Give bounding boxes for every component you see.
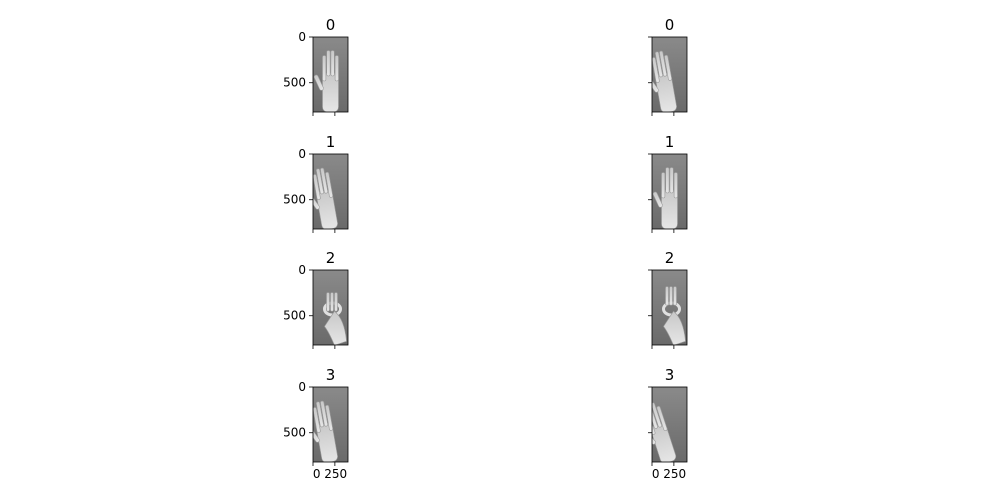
x-tick-labels: 0 250 xyxy=(652,467,686,481)
subplot-panel: 0 0 500 xyxy=(283,16,349,116)
y-tick-label: 0 xyxy=(298,30,306,44)
axes-frame xyxy=(651,386,688,463)
subplot-title: 3 xyxy=(665,366,675,384)
hand-image xyxy=(313,270,348,345)
subplot-title: 0 xyxy=(665,16,675,34)
hand-thumb xyxy=(313,427,320,443)
subplot-title: 1 xyxy=(326,133,336,151)
hand-finger xyxy=(330,50,335,77)
hand-finger xyxy=(664,54,673,81)
hand-finger xyxy=(669,286,673,306)
hand-finger xyxy=(673,286,677,306)
hand-finger xyxy=(659,50,668,77)
hand-thumb xyxy=(313,74,324,91)
hand-finger xyxy=(334,292,338,312)
subplot-panel: 1 xyxy=(648,133,688,233)
subplot-title: 2 xyxy=(665,249,675,267)
hand-thumb xyxy=(652,77,659,93)
axes-frame xyxy=(651,153,688,230)
x-tick-labels: 0 250 xyxy=(313,467,347,481)
hand-finger xyxy=(656,405,668,431)
hand-finger xyxy=(320,400,329,427)
subplot-title: 1 xyxy=(665,133,675,151)
hand-palm xyxy=(322,72,339,112)
hand-finger xyxy=(652,409,656,435)
hand-finger xyxy=(665,286,669,306)
hand-finger xyxy=(652,57,660,83)
subplot-title: 2 xyxy=(326,249,336,267)
hand-finger xyxy=(652,402,662,428)
axes-frame xyxy=(312,153,349,230)
y-tick-label: 500 xyxy=(283,193,306,207)
subplot-panel: 2 xyxy=(648,249,688,349)
hand-finger xyxy=(325,404,334,431)
subplot-panel: 2 0 500 xyxy=(283,249,349,349)
hand-palm xyxy=(316,189,338,229)
axes-frame xyxy=(651,269,688,346)
hand-finger xyxy=(313,407,321,433)
subplot-panel: 1 0 500 xyxy=(283,133,349,233)
hand-finger xyxy=(334,55,339,82)
axes-frame xyxy=(312,386,349,463)
y-tick-label: 0 xyxy=(298,263,306,277)
hand-palm xyxy=(655,72,677,112)
hand-palm xyxy=(663,310,686,345)
y-tick-label: 500 xyxy=(283,426,306,440)
y-tick-label: 500 xyxy=(283,76,306,90)
hand-finger xyxy=(665,167,670,194)
hand-finger xyxy=(325,171,334,198)
hand-finger xyxy=(320,167,329,194)
hand-image xyxy=(313,154,348,229)
hand-finger xyxy=(322,55,327,82)
hand-finger xyxy=(326,50,331,77)
hand-image xyxy=(652,37,687,112)
hand-finger xyxy=(313,174,321,200)
axes-frame xyxy=(651,36,688,113)
hand-image xyxy=(313,387,348,462)
hand-finger xyxy=(661,172,666,199)
hand-image xyxy=(652,270,687,345)
hand-palm xyxy=(316,422,338,462)
axes-frame xyxy=(312,269,349,346)
hand-finger xyxy=(330,292,334,312)
hand-thumb xyxy=(652,430,656,445)
subplot-title: 3 xyxy=(326,366,336,384)
hand-palm xyxy=(324,310,347,345)
subplot-panel: 3 0 250 xyxy=(648,366,688,481)
subplot-title: 0 xyxy=(326,16,336,34)
axes-frame xyxy=(312,36,349,113)
hand-finger xyxy=(316,401,324,428)
hand-finger xyxy=(316,168,324,195)
subplot-panel: 3 0 500 0 250 xyxy=(283,366,349,481)
hand-finger xyxy=(673,172,678,199)
hand-finger xyxy=(326,292,330,312)
hand-image xyxy=(652,387,687,462)
hand-image xyxy=(313,37,348,112)
y-tick-label: 500 xyxy=(283,309,306,323)
hand-finger xyxy=(669,167,674,194)
hand-palm xyxy=(652,423,677,462)
y-tick-label: 0 xyxy=(298,147,306,161)
hand-palm xyxy=(661,189,678,229)
subplot-panel: 0 xyxy=(648,16,688,116)
y-tick-label: 0 xyxy=(298,380,306,394)
hand-finger xyxy=(652,403,658,429)
hand-image xyxy=(652,154,687,229)
hand-thumb xyxy=(652,191,663,208)
hand-thumb xyxy=(313,194,320,210)
hand-finger xyxy=(655,51,663,78)
